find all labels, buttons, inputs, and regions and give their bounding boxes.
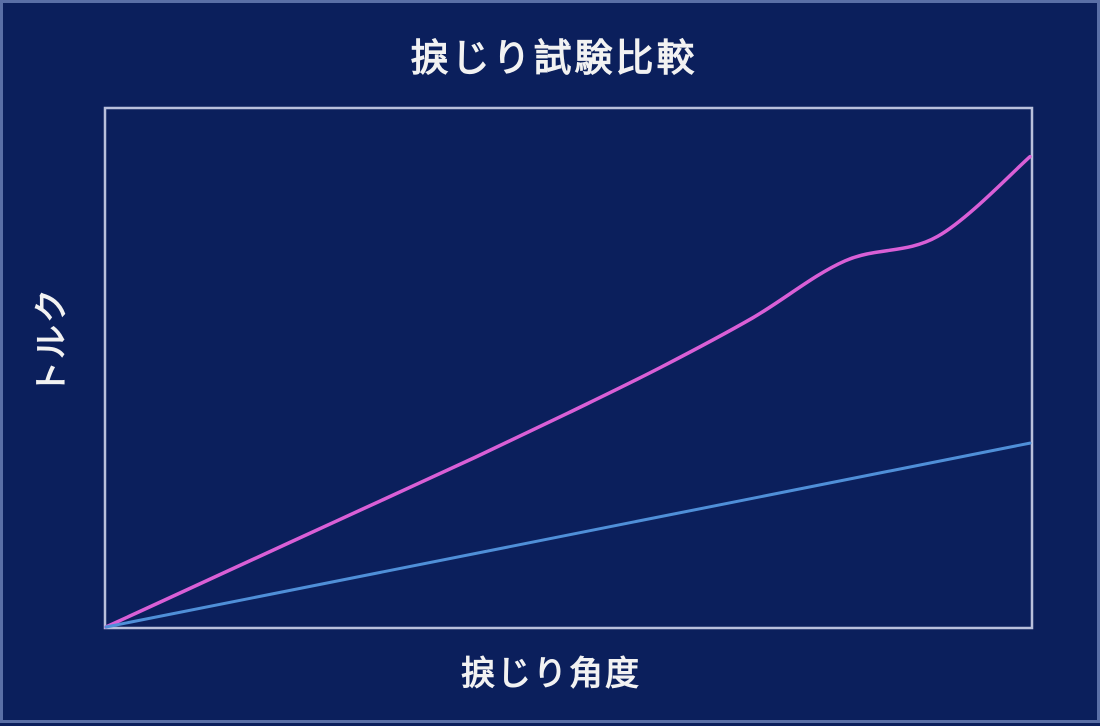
chart-title: 捩じり試験比較	[410, 36, 697, 80]
series-line-1	[104, 154, 1032, 629]
chart-svg: 捩じり試験比較 捩じり角度 トルク	[32, 36, 1034, 694]
series-layer	[104, 154, 1032, 629]
y-axis-label: トルク	[32, 287, 72, 395]
series-line-2	[104, 441, 1032, 629]
x-axis-label: 捩じり角度	[461, 654, 641, 694]
plot-area-border	[103, 106, 1034, 630]
